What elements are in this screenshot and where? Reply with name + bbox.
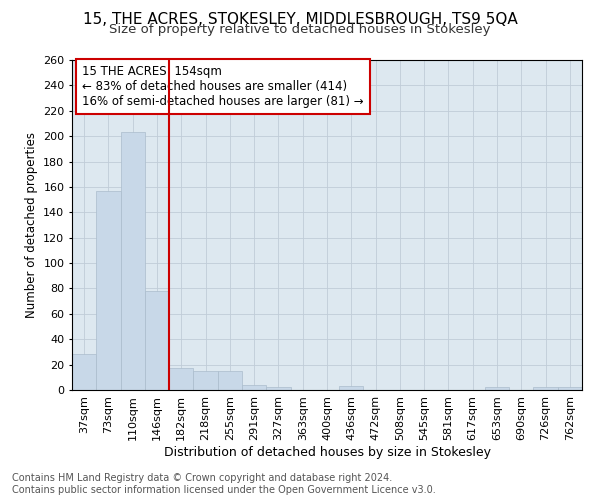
Bar bbox=[485, 388, 509, 390]
Bar bbox=[121, 132, 145, 390]
Text: 15, THE ACRES, STOKESLEY, MIDDLESBROUGH, TS9 5QA: 15, THE ACRES, STOKESLEY, MIDDLESBROUGH,… bbox=[83, 12, 517, 28]
Bar bbox=[169, 368, 193, 390]
Bar bbox=[242, 385, 266, 390]
Bar bbox=[266, 388, 290, 390]
X-axis label: Distribution of detached houses by size in Stokesley: Distribution of detached houses by size … bbox=[163, 446, 491, 458]
Bar bbox=[558, 388, 582, 390]
Text: 15 THE ACRES: 154sqm
← 83% of detached houses are smaller (414)
16% of semi-deta: 15 THE ACRES: 154sqm ← 83% of detached h… bbox=[82, 65, 364, 108]
Bar bbox=[193, 371, 218, 390]
Text: Contains HM Land Registry data © Crown copyright and database right 2024.
Contai: Contains HM Land Registry data © Crown c… bbox=[12, 474, 436, 495]
Bar bbox=[145, 291, 169, 390]
Y-axis label: Number of detached properties: Number of detached properties bbox=[25, 132, 38, 318]
Text: Size of property relative to detached houses in Stokesley: Size of property relative to detached ho… bbox=[109, 22, 491, 36]
Bar bbox=[339, 386, 364, 390]
Bar bbox=[218, 371, 242, 390]
Bar bbox=[96, 190, 121, 390]
Bar bbox=[72, 354, 96, 390]
Bar bbox=[533, 388, 558, 390]
